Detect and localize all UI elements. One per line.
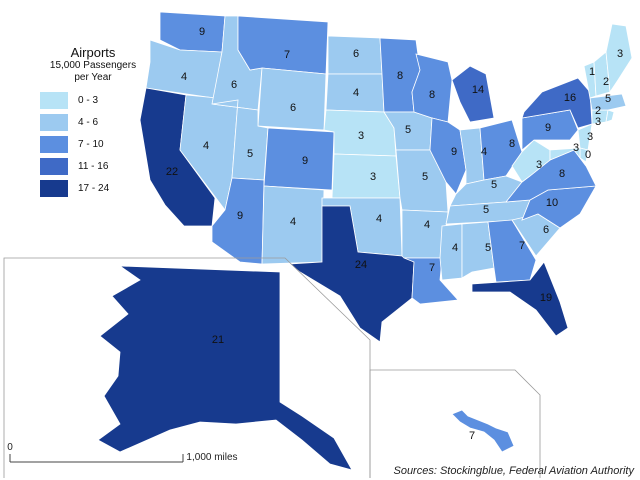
state-value-label-oh: 8 [509,138,515,150]
state-value-label-ca: 22 [166,166,178,178]
legend-item: 17 - 24 [38,178,148,198]
state-me [605,23,633,94]
state-value-label-mt: 7 [284,49,290,61]
state-wa [159,11,226,53]
state-ms [439,223,463,281]
legend-item: 4 - 6 [38,112,148,132]
state-tx [288,205,415,343]
state-value-label-nd: 6 [353,48,359,60]
state-value-label-ok: 4 [376,213,382,225]
legend-label: 11 - 16 [78,160,109,172]
state-value-label-ak: 21 [212,334,224,346]
legend-subtitle-line2: per Year [74,72,112,83]
state-value-label-ct: 3 [595,116,601,128]
state-value-label-or: 4 [181,71,187,83]
state-value-label-pa: 9 [545,122,551,134]
state-value-label-ky: 5 [491,179,497,191]
legend-swatch [40,113,68,131]
legend-item: 7 - 10 [38,134,148,154]
state-value-label-wy: 6 [290,102,296,114]
legend-label: 4 - 6 [78,116,99,128]
state-value-label-wa: 9 [199,26,205,38]
scale-end-label: 1,000 miles [186,452,237,463]
state-value-label-ar: 4 [424,219,430,231]
state-value-label-nh: 2 [603,76,609,88]
legend-subtitle-line1: 15,000 Passengers [49,60,137,71]
hawaii-inset-frame [369,369,541,478]
state-value-label-id: 6 [231,79,237,91]
state-value-label-mo: 5 [422,171,428,183]
state-ri [605,109,615,123]
state-value-label-vt: 1 [589,66,595,78]
state-value-label-md: 3 [573,142,579,154]
state-wy [257,67,327,131]
state-mi [451,65,495,123]
state-value-label-nc: 10 [546,197,558,209]
state-fl [471,261,569,337]
legend-label: 0 - 3 [78,94,99,106]
state-value-label-tn: 5 [483,204,489,216]
source-note: Sources: Stockingblue, Federal Aviation … [393,465,634,477]
legend-swatch [40,135,68,153]
state-value-label-ma: 5 [605,93,611,105]
state-ma [589,93,627,111]
state-value-label-ga: 7 [519,240,525,252]
state-value-label-nv: 4 [203,140,209,152]
state-value-label-hi: 7 [469,430,475,442]
legend-label: 7 - 10 [78,138,104,150]
state-ks [331,153,401,199]
state-value-label-nm: 4 [290,216,296,228]
state-value-label-sd: 4 [353,87,359,99]
scale-bar: 0 1,000 miles [7,442,237,463]
legend-title: Airports [70,45,116,60]
state-il [429,117,467,195]
state-value-label-wv: 3 [536,159,542,171]
state-value-label-ne: 3 [358,130,364,142]
state-value-label-il: 9 [451,146,457,158]
state-md [549,147,587,167]
state-value-label-al: 5 [485,242,491,254]
state-value-label-ms: 4 [452,242,458,254]
state-value-label-va: 8 [559,168,565,180]
state-value-label-mi: 14 [472,84,484,96]
legend-label: 17 - 24 [78,182,110,194]
state-value-label-la: 7 [429,262,435,274]
state-value-label-nj: 3 [587,131,593,143]
legend-item: 11 - 16 [38,156,148,176]
legend-swatch [40,157,68,175]
state-wv [511,139,551,183]
state-value-label-ri: 2 [595,105,601,117]
state-value-label-in: 4 [481,146,487,158]
state-value-label-co: 9 [302,155,308,167]
state-mt [237,15,329,75]
legend-swatch [40,91,68,109]
state-al [461,221,495,279]
state-co [263,127,335,191]
state-value-label-mn: 8 [397,70,403,82]
states-layer [97,11,633,471]
state-value-label-tx: 24 [355,259,367,271]
state-hi [451,409,515,453]
legend-rows: 0 - 3 4 - 6 7 - 10 11 - 16 17 - 24 [38,90,148,198]
state-value-label-wi: 8 [429,89,435,101]
state-value-label-ny: 16 [564,92,576,104]
state-value-label-fl: 19 [540,292,552,304]
state-value-label-ks: 3 [370,171,376,183]
legend-swatch [40,179,68,197]
state-value-label-ut: 5 [247,148,253,160]
legend-item: 0 - 3 [38,90,148,110]
legend: Airports 15,000 Passengers per Year 0 - … [38,46,148,198]
state-ak [97,265,353,471]
state-value-label-sc: 6 [543,224,549,236]
state-value-label-az: 9 [237,210,243,222]
scale-start-label: 0 [7,442,13,453]
state-value-label-ia: 5 [405,124,411,136]
state-value-label-de: 0 [585,149,591,161]
state-value-label-me: 3 [617,48,623,60]
